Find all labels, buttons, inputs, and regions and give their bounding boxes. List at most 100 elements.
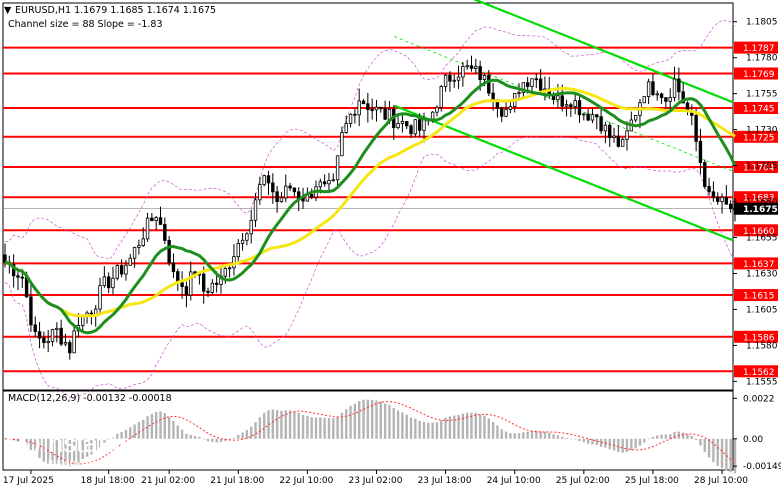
price-tick-label: 1.1805 xyxy=(746,18,778,28)
time-tick-label: 28 Jul 10:00 xyxy=(694,476,748,486)
channel-info: Channel size = 88 Slope = -1.83 xyxy=(8,19,163,30)
candle-body xyxy=(171,262,176,273)
candle-body xyxy=(37,331,42,339)
macd-histogram-bar xyxy=(422,421,426,439)
macd-histogram-bar xyxy=(686,434,689,439)
level-tag xyxy=(734,289,778,302)
macd-histogram-bar xyxy=(34,438,37,455)
macd-histogram-bar xyxy=(483,415,486,439)
candle-body xyxy=(487,75,491,94)
macd-histogram-bar xyxy=(301,414,305,439)
macd-histogram-bar xyxy=(366,399,370,439)
level-tag xyxy=(734,257,778,270)
candle-body xyxy=(521,82,526,93)
candle-body xyxy=(16,275,20,278)
price-levels: 1.17871.17691.17451.17251.17041.16831.16… xyxy=(3,41,778,378)
macd-histogram-bar xyxy=(720,438,724,469)
candle-body xyxy=(366,103,370,110)
price-tick-label: 1.1755 xyxy=(746,90,778,100)
candlesticks xyxy=(3,55,737,360)
time-tick-label: 25 Jul 18:00 xyxy=(625,476,679,486)
macd-histogram-bar xyxy=(582,438,586,443)
candle-body xyxy=(327,180,331,185)
price-tick-label: 1.1630 xyxy=(746,269,778,279)
candle-body xyxy=(353,113,357,116)
candle-body xyxy=(154,217,158,222)
macd-histogram-bar xyxy=(293,411,296,439)
moving-averages xyxy=(4,78,737,335)
candle-body xyxy=(396,122,400,128)
macd-histogram-bar xyxy=(185,433,188,439)
candle-body xyxy=(223,268,227,277)
macd-tick-label: 0.00 xyxy=(743,435,763,445)
macd-histogram-bar xyxy=(526,431,529,439)
candle-body xyxy=(620,139,625,147)
macd-histogram-bar xyxy=(647,438,650,440)
candle-body xyxy=(681,91,685,104)
macd-histogram-bar xyxy=(228,438,231,440)
macd-plot-frame xyxy=(2,390,734,471)
candle-body xyxy=(642,96,646,104)
level-label: 1.1725 xyxy=(743,133,775,143)
candle-body xyxy=(24,276,29,298)
level-label: 1.1562 xyxy=(743,368,775,378)
candle-body xyxy=(435,106,439,113)
price-tick-label: 1.1580 xyxy=(746,341,778,351)
macd-histogram-bar xyxy=(163,413,167,439)
macd-histogram-bar xyxy=(448,416,452,439)
candle-body xyxy=(102,276,107,286)
macd-histogram-bar xyxy=(465,412,469,439)
candle-body xyxy=(625,130,629,140)
macd-histogram-bar xyxy=(327,418,331,439)
candle-body xyxy=(201,273,206,292)
candle-body xyxy=(443,74,448,87)
candle-body xyxy=(180,282,184,288)
price-tick-label: 1.1780 xyxy=(746,54,778,64)
candle-body xyxy=(711,191,716,198)
macd-signal-line xyxy=(4,401,736,465)
candle-body xyxy=(72,330,76,354)
macd-histogram-bar xyxy=(189,434,192,439)
candle-body xyxy=(672,78,677,98)
macd-histogram-bar xyxy=(396,410,400,439)
candle-body xyxy=(98,285,102,310)
candle-body xyxy=(595,114,599,118)
candle-body xyxy=(55,327,59,330)
symbol-header-arrow: ▼ xyxy=(4,5,12,16)
macd-histogram-bar xyxy=(591,438,594,445)
macd-histogram-bar xyxy=(25,438,28,446)
macd-histogram-bar xyxy=(643,438,646,443)
candle-body xyxy=(158,217,163,225)
macd-histogram-bar xyxy=(638,438,642,446)
macd-histogram-bar xyxy=(470,412,473,439)
macd-histogram-bar xyxy=(38,438,41,459)
candle-body xyxy=(124,264,128,275)
candle-body xyxy=(50,329,55,342)
candle-body xyxy=(417,119,422,131)
candle-body xyxy=(63,342,68,345)
macd-histogram-bar xyxy=(530,431,534,439)
macd-histogram-bar xyxy=(418,420,421,439)
macd-histogram-bar xyxy=(77,438,80,463)
macd-histogram-bar xyxy=(180,429,184,439)
macd-histogram-bar xyxy=(64,438,67,466)
macd-histogram-bar xyxy=(414,418,417,439)
price-tick-label: 1.1730 xyxy=(746,126,778,136)
candle-body xyxy=(495,101,500,109)
macd-histogram-bar xyxy=(323,417,326,439)
macd-label: MACD(12,26,9) -0.00132 -0.00018 xyxy=(8,393,172,404)
level-tag xyxy=(734,224,778,237)
candle-body xyxy=(245,233,249,241)
candle-body xyxy=(11,264,16,277)
macd-histogram-bar xyxy=(517,433,521,439)
macd-histogram-bar xyxy=(129,427,132,439)
macd-panel: 0.0022 0.00 -0.00149 xyxy=(3,394,781,474)
candle-body xyxy=(517,92,521,94)
candle-body xyxy=(20,276,24,279)
time-tick-label: 21 Jul 02:00 xyxy=(141,476,195,486)
macd-histogram-bar xyxy=(81,438,84,460)
level-label: 1.1615 xyxy=(743,292,775,302)
macd-histogram-bar xyxy=(694,438,698,441)
candle-body xyxy=(577,100,582,116)
